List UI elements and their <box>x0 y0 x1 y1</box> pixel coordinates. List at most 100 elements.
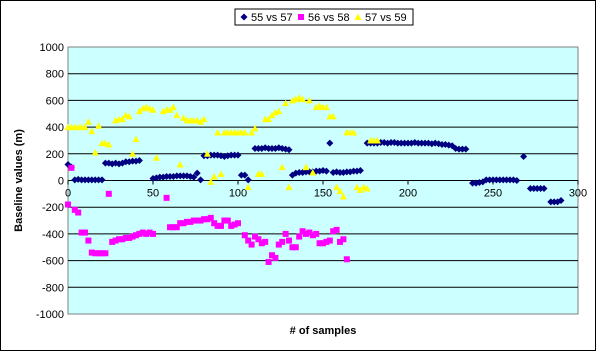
data-point <box>102 250 109 257</box>
data-point <box>98 176 106 184</box>
data-point <box>176 160 184 168</box>
data-point <box>136 230 143 237</box>
data-point <box>187 218 194 225</box>
legend-marker <box>354 13 362 20</box>
data-point <box>204 216 211 223</box>
data-point <box>333 183 341 191</box>
data-point <box>125 112 133 120</box>
data-point <box>193 169 201 177</box>
data-point <box>252 233 258 240</box>
data-point <box>109 238 116 245</box>
data-point <box>78 229 85 236</box>
data-point <box>203 150 211 157</box>
data-point <box>139 229 146 236</box>
data-point <box>309 232 316 239</box>
data-point <box>278 163 286 171</box>
legend-box <box>234 8 414 26</box>
data-point <box>210 172 218 180</box>
data-point <box>340 236 347 243</box>
data-point <box>326 237 333 244</box>
data-point <box>92 250 99 257</box>
legend-marker <box>298 14 304 20</box>
data-point <box>129 150 137 157</box>
data-point <box>268 111 276 119</box>
data-point <box>339 193 347 200</box>
data-point <box>143 230 150 237</box>
y-tick-label: 1000 <box>40 42 64 54</box>
data-point <box>309 168 317 176</box>
x-tick-label: 250 <box>484 188 502 200</box>
data-point <box>126 234 133 241</box>
legend: 55 vs 57 56 vs 58 57 vs 59 <box>234 8 414 26</box>
data-point <box>540 185 548 193</box>
data-point <box>201 216 207 223</box>
series-1 <box>64 138 565 206</box>
data-point <box>258 240 265 247</box>
data-point <box>95 122 103 129</box>
data-point <box>200 115 208 123</box>
data-point <box>166 106 174 113</box>
data-point <box>68 164 75 171</box>
data-point <box>329 112 337 120</box>
data-point <box>146 229 153 236</box>
data-point <box>353 183 361 191</box>
legend-label: 55 vs 57 <box>251 12 293 24</box>
data-point <box>248 128 256 136</box>
y-tick-label: -800 <box>42 282 64 294</box>
data-point <box>116 236 122 243</box>
legend-label: 56 vs 58 <box>308 12 350 24</box>
data-point <box>241 128 249 136</box>
legend-marker <box>240 13 248 21</box>
legend-label: 57 vs 59 <box>365 12 407 24</box>
data-point <box>285 146 293 154</box>
y-tick-label: -200 <box>42 202 64 214</box>
data-point <box>282 230 289 237</box>
data-point <box>343 256 350 263</box>
data-point <box>513 177 521 184</box>
data-point <box>245 237 252 244</box>
y-tick-label: 600 <box>46 95 64 107</box>
data-point <box>214 128 222 136</box>
data-point <box>122 234 129 241</box>
data-point <box>85 237 92 244</box>
y-tick-label: 0 <box>58 176 64 188</box>
data-point <box>135 107 143 115</box>
data-point <box>81 123 89 131</box>
data-point <box>235 220 241 227</box>
data-point <box>248 241 255 248</box>
data-point <box>173 224 180 231</box>
data-point <box>255 236 262 243</box>
data-point <box>82 229 88 236</box>
data-point <box>302 163 310 171</box>
data-point <box>75 209 82 216</box>
data-point <box>180 220 187 227</box>
y-tick-label: 800 <box>46 69 64 81</box>
data-point <box>129 233 136 240</box>
data-point <box>356 186 364 193</box>
legend-item-3: 57 vs 59 <box>354 12 407 24</box>
legend-item-2: 56 vs 58 <box>298 12 350 24</box>
data-point <box>244 183 252 191</box>
series-2 <box>65 164 350 265</box>
data-point <box>285 183 293 191</box>
data-point <box>265 258 272 265</box>
data-point <box>373 136 381 144</box>
data-point <box>84 118 92 125</box>
data-point <box>520 152 528 160</box>
y-tick-label: -400 <box>42 229 64 241</box>
data-point <box>173 111 181 119</box>
data-point <box>105 190 112 197</box>
data-point <box>65 201 71 208</box>
legend-item-1: 55 vs 57 <box>240 12 293 24</box>
data-point <box>292 244 299 251</box>
data-point <box>244 176 252 184</box>
data-point <box>71 206 78 213</box>
data-point <box>462 145 470 153</box>
data-point <box>275 107 283 115</box>
data-point <box>241 171 249 179</box>
data-point <box>316 240 323 247</box>
y-axis-title: Baseline values (m) <box>13 129 25 232</box>
data-point <box>135 156 143 164</box>
